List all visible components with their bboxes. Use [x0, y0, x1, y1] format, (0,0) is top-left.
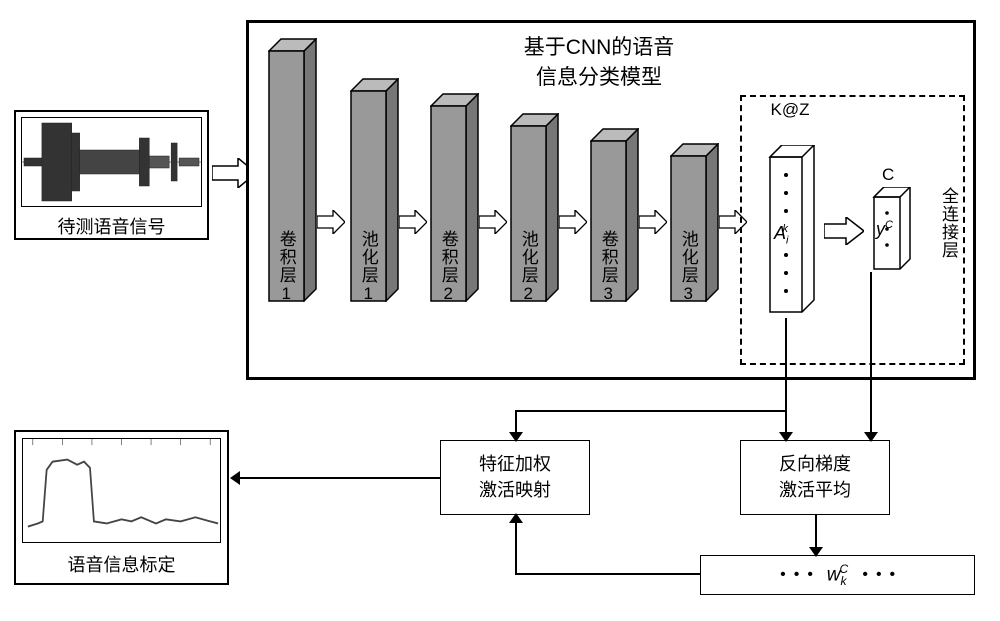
line-A-to-feature-h — [515, 410, 787, 412]
output-calibration-box: 语音信息标定 — [14, 430, 229, 585]
arrow-layer-1 — [399, 210, 427, 239]
c-label-top: C — [882, 165, 894, 185]
arrow-layer-4 — [639, 210, 667, 239]
cnn-layer-label-4: 卷积层3 — [598, 230, 617, 304]
output-C-box: yC — [868, 187, 916, 282]
y-label: yC — [876, 219, 893, 240]
weights-box: • • • wkC • • • — [700, 555, 975, 595]
cnn-layer-label-2: 卷积层2 — [438, 230, 457, 304]
A-label: Aik — [774, 223, 788, 247]
dot: • — [794, 566, 800, 584]
arrow-layer-2 — [479, 210, 507, 239]
fc-label: 全连接层 — [938, 187, 957, 259]
weights-label: wkC — [827, 562, 848, 588]
line-feature-to-output — [238, 477, 440, 479]
line-A-down — [785, 318, 787, 440]
input-label: 待测语音信号 — [21, 213, 202, 239]
fc-dashed-box: K@Z Aik C yC 全 — [740, 95, 965, 365]
arrow-feature-to-output — [230, 471, 240, 485]
waveform-plot — [21, 117, 202, 207]
dot: • — [876, 566, 882, 584]
arrow-backprop-to-w — [809, 547, 823, 557]
cnn-title: 基于CNN的语音 信息分类模型 — [449, 31, 749, 91]
cnn-layer-label-3: 池化层2 — [518, 230, 537, 304]
line-y-down — [870, 272, 872, 440]
dot: • — [889, 566, 895, 584]
dot: • — [780, 566, 786, 584]
feature-map-A-box: Aik — [762, 145, 822, 325]
dot: • — [862, 566, 868, 584]
line-w-left — [515, 573, 700, 575]
arrow-A-to-backprop — [779, 432, 793, 442]
calibration-plot — [22, 438, 221, 543]
feature-map-box: 特征加权 激活映射 — [440, 440, 590, 515]
output-label: 语音信息标定 — [22, 551, 221, 577]
arrow-y-to-backprop — [864, 432, 878, 442]
arrow-layer-0 — [317, 210, 345, 239]
line-w-up — [515, 515, 517, 575]
arrow-to-feature — [509, 432, 523, 442]
arrow-w-to-feature — [509, 513, 523, 523]
dot: • — [807, 566, 813, 584]
cnn-layer-label-1: 池化层1 — [358, 230, 377, 304]
cnn-layer-label-5: 池化层3 — [678, 230, 697, 304]
arrow-layer-3 — [559, 210, 587, 239]
arrow-A-to-C — [824, 217, 864, 250]
kz-label: K@Z — [770, 101, 810, 120]
backprop-box: 反向梯度 激活平均 — [740, 440, 890, 515]
cnn-layer-label-0: 卷积层1 — [276, 230, 295, 304]
input-signal-box: 待测语音信号 — [14, 110, 209, 240]
